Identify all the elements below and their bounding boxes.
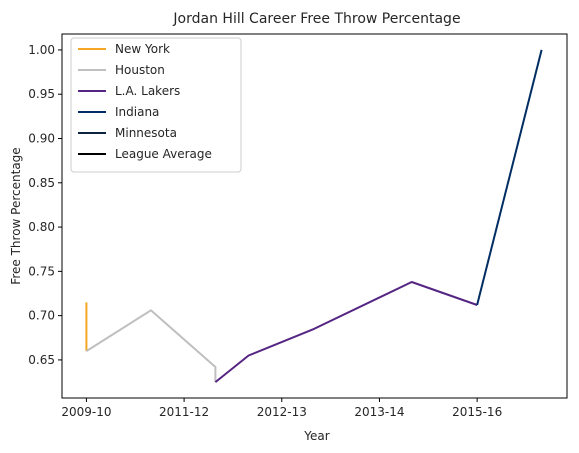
x-axis: 2009-10 2011-12 2012-13 2013-14 2015-16 [61,398,502,419]
y-tick-label: 0.70 [28,309,55,323]
y-tick-label: 0.90 [28,132,55,146]
legend-box [70,37,242,173]
x-tick-label: 2012-13 [257,405,307,419]
y-tick-label: 1.00 [28,43,55,57]
y-axis-label: Free Throw Percentage [9,147,23,284]
plot-area [85,49,543,383]
x-tick-label: 2011-12 [159,405,209,419]
series-line-3 [476,49,543,306]
legend-label: Houston [115,63,165,77]
legend-label: League Average [115,147,212,161]
x-tick-label: 2013-14 [354,405,404,419]
series-line-1 [85,309,217,383]
y-tick-label: 0.65 [28,353,55,367]
y-tick-label: 0.85 [28,176,55,190]
series-line-2 [214,281,478,383]
legend-label: Indiana [115,105,159,119]
y-tick-label: 0.75 [28,264,55,278]
y-tick-label: 0.80 [28,220,55,234]
x-axis-label: Year [303,429,329,443]
chart-title: Jordan Hill Career Free Throw Percentage [172,11,460,27]
legend-label: New York [115,42,170,56]
legend-label: Minnesota [115,126,177,140]
plot-frame [61,33,568,399]
x-tick-label: 2009-10 [61,405,111,419]
legend: New York Houston L.A. Lakers Indiana Minneso… [70,37,242,173]
legend-label: L.A. Lakers [115,84,180,98]
y-axis: 0.65 0.70 0.75 0.80 0.85 0.90 0.95 1.00 [28,43,62,367]
y-tick-label: 0.95 [28,87,55,101]
x-tick-label: 2015-16 [452,405,502,419]
